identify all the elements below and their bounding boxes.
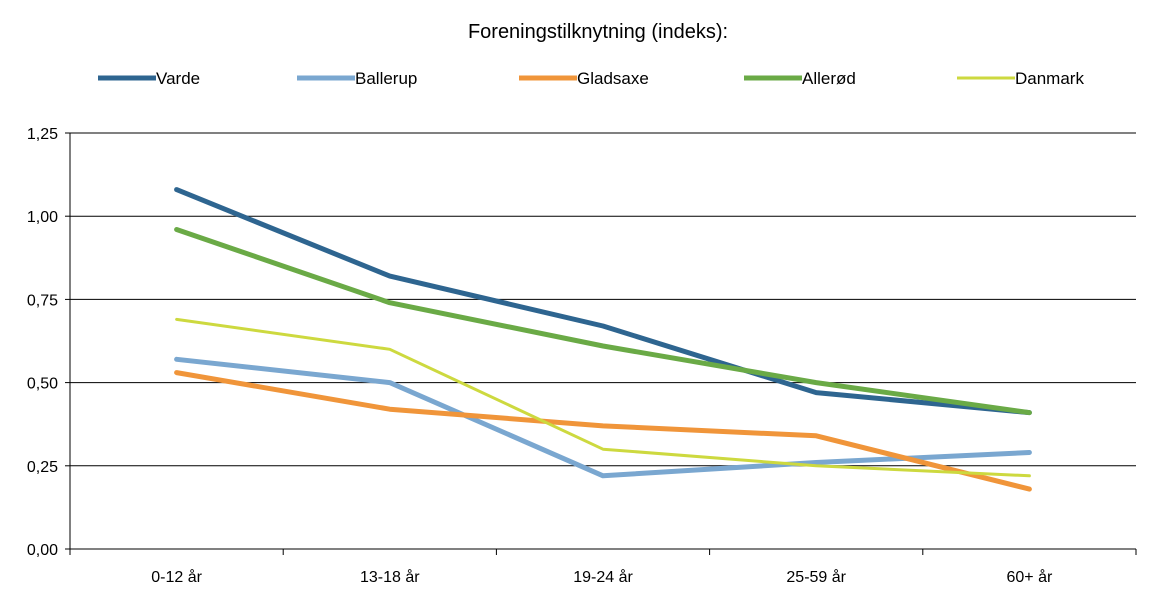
x-tick-label: 13-18 år bbox=[360, 568, 420, 586]
x-tick-label: 19-24 år bbox=[573, 568, 633, 586]
x-tick-label: 60+ år bbox=[1006, 568, 1052, 586]
x-tick-label: 0-12 år bbox=[151, 568, 202, 586]
legend-label: Danmark bbox=[1015, 69, 1084, 88]
series-lines bbox=[174, 187, 1032, 492]
y-tick-label: 0,75 bbox=[27, 292, 58, 309]
y-axis: 0,00 0,25 0,50 0,75 1,00 1,25 bbox=[27, 126, 71, 559]
legend-label: Varde bbox=[156, 69, 200, 88]
y-tick-label: 0,00 bbox=[27, 542, 58, 559]
x-tick-label: 25-59 år bbox=[786, 568, 846, 586]
legend-label: Allerød bbox=[802, 69, 856, 88]
series-line-gladsaxe bbox=[174, 370, 1032, 492]
legend: Varde Ballerup Gladsaxe Allerød Danmark bbox=[98, 69, 1084, 88]
series-line-danmark bbox=[175, 317, 1031, 478]
series-line-allerød bbox=[174, 227, 1032, 416]
legend-label: Gladsaxe bbox=[577, 69, 649, 88]
x-axis: 0-12 år 13-18 år 19-24 år 25-59 år 60+ år bbox=[69, 549, 1137, 586]
y-tick-label: 1,25 bbox=[27, 126, 58, 143]
series-line-ballerup bbox=[174, 356, 1032, 479]
y-tick-label: 0,50 bbox=[27, 376, 58, 393]
legend-label: Ballerup bbox=[355, 69, 417, 88]
series-line-varde bbox=[174, 187, 1032, 416]
chart-title: Foreningstilknytning (indeks): bbox=[468, 21, 728, 43]
y-tick-label: 0,25 bbox=[27, 459, 58, 476]
y-tick-label: 1,00 bbox=[27, 209, 58, 226]
y-gridlines bbox=[70, 132, 1136, 550]
